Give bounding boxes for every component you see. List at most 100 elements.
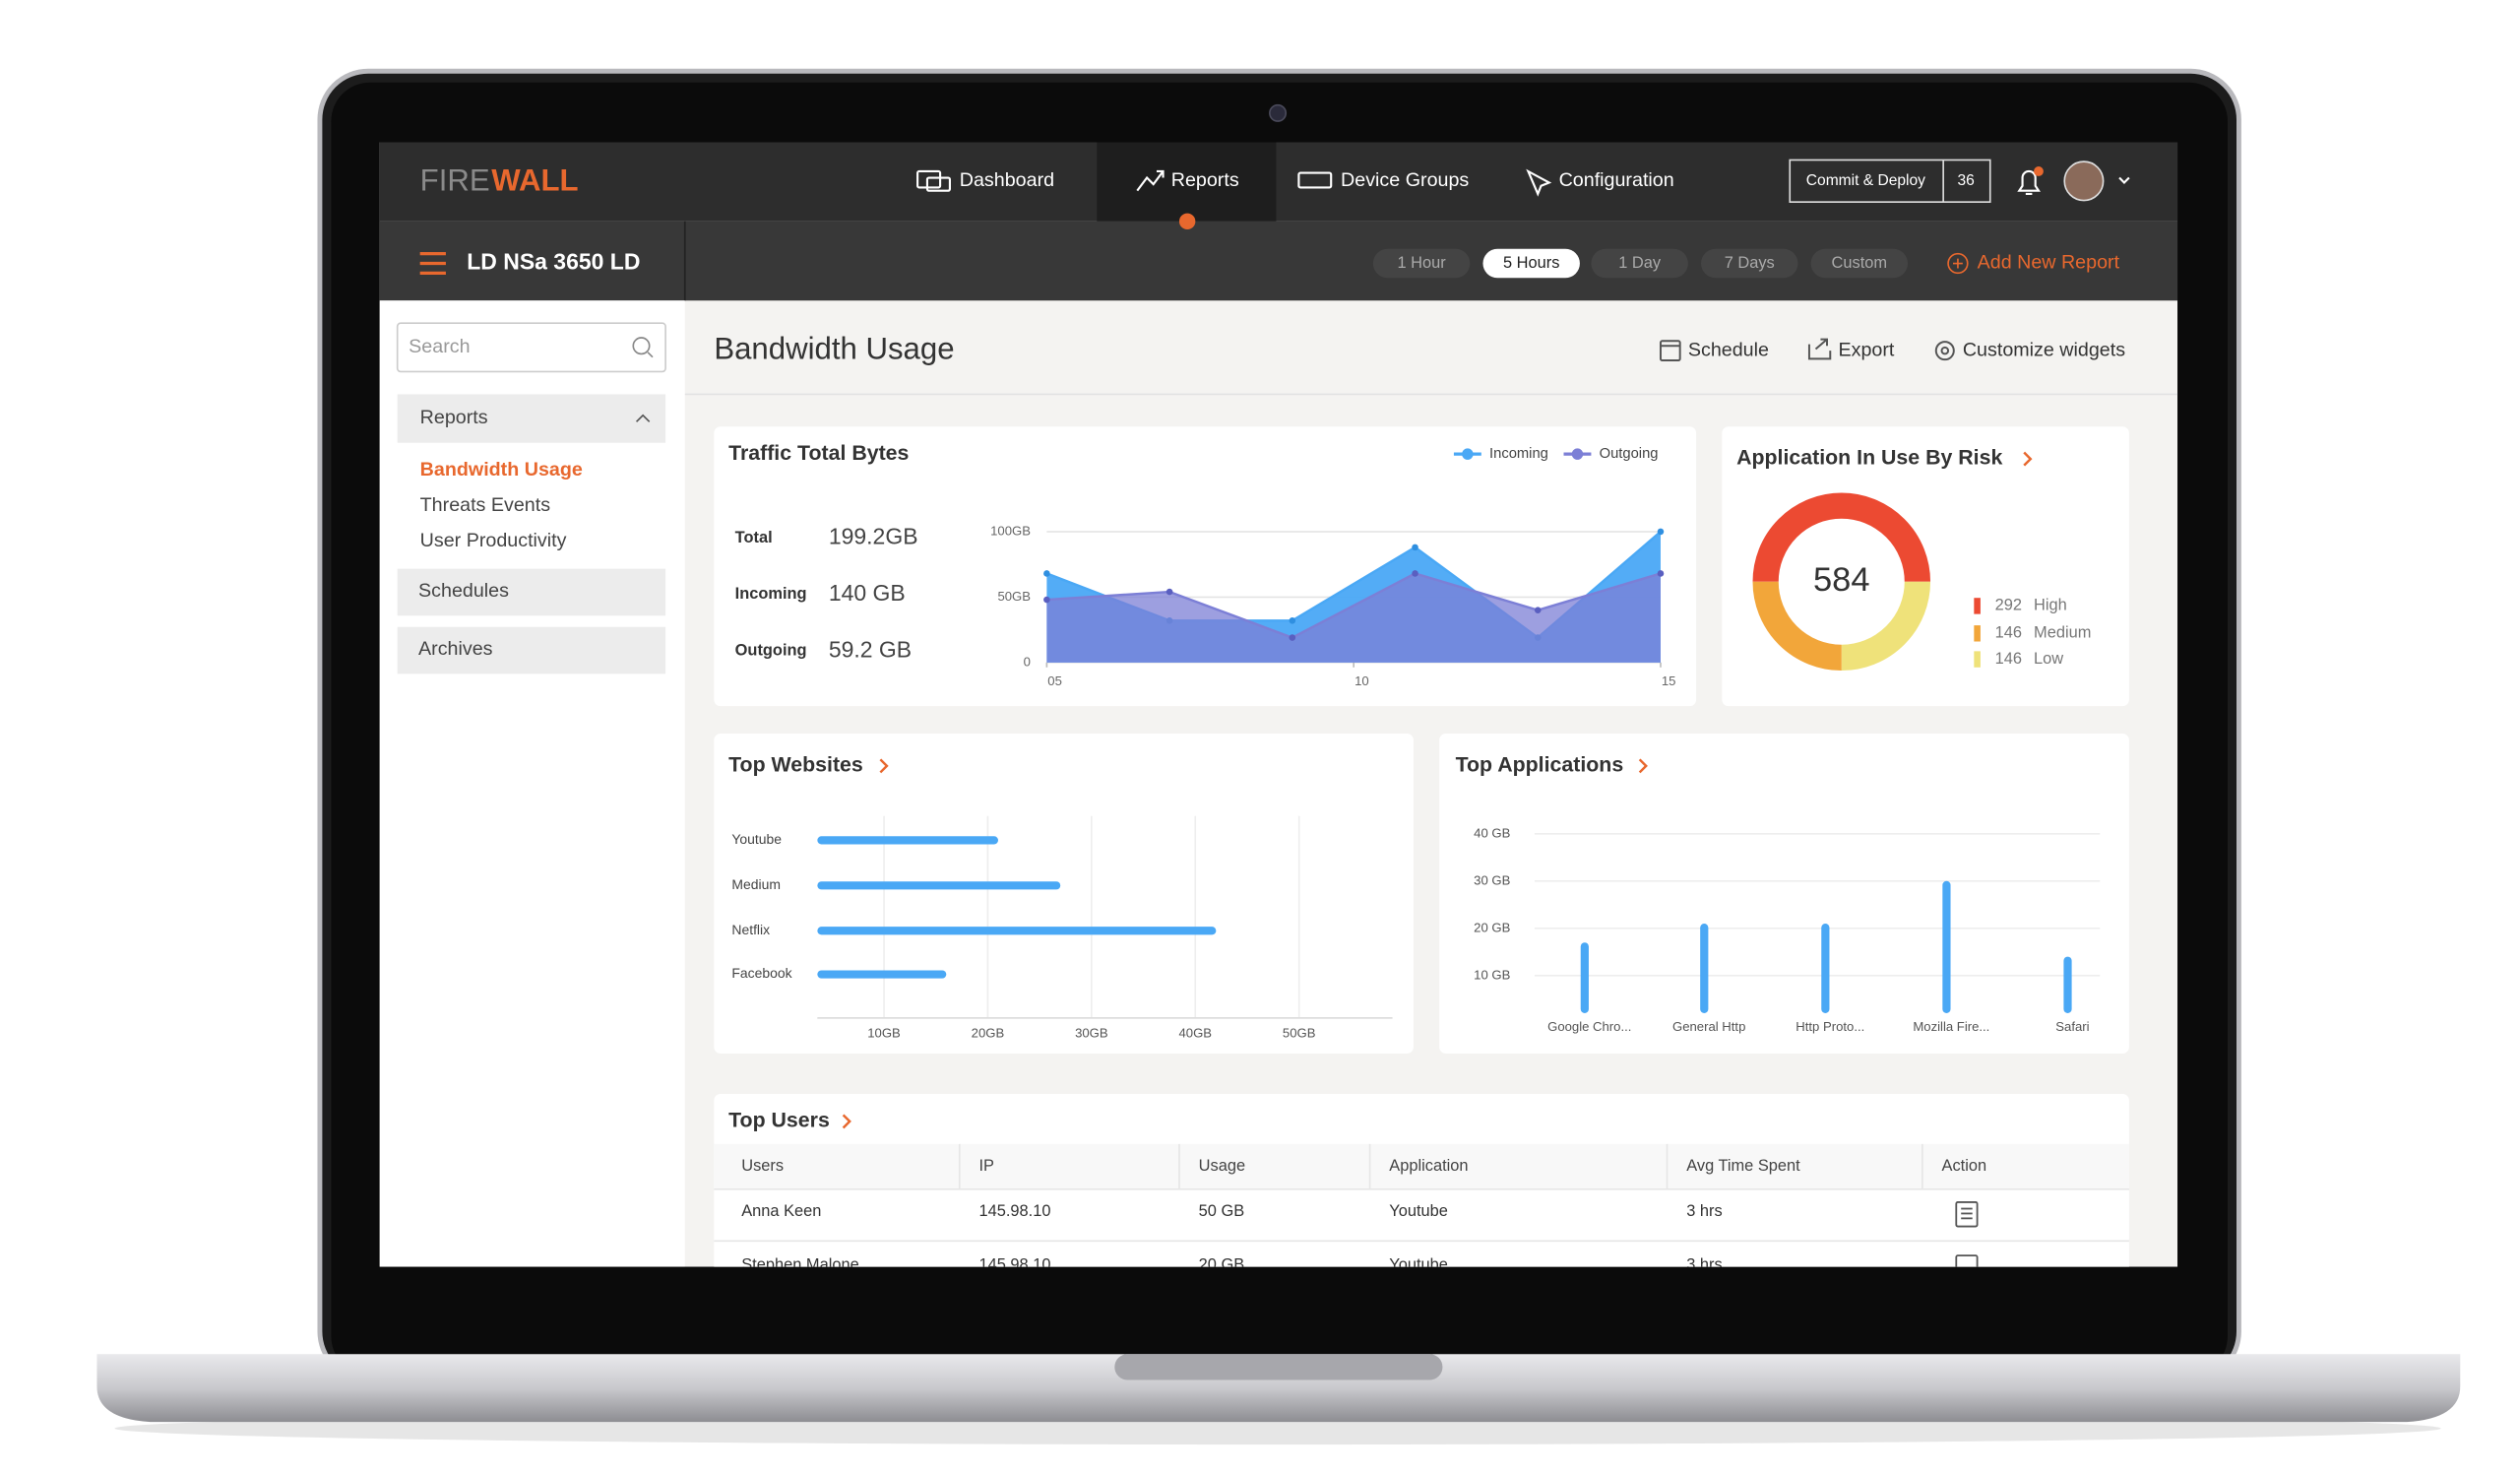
avatar[interactable] — [2063, 160, 2105, 202]
action[interactable]: Customize widgets — [1963, 339, 2125, 360]
time-range-pill[interactable] — [1372, 248, 1471, 279]
time-range-pill[interactable] — [1591, 248, 1688, 279]
category-label: Facebook — [731, 965, 791, 981]
time-range[interactable]: Custom — [1832, 254, 1888, 272]
time-range[interactable]: 1 Hour — [1397, 254, 1446, 272]
card — [1439, 734, 2129, 1054]
laptop-base — [96, 1354, 2461, 1423]
stat-label: Incoming — [735, 585, 807, 603]
section-title[interactable]: Reports — [420, 407, 488, 428]
nav-item[interactable]: Reports — [1171, 169, 1239, 191]
x-tick-label: 15 — [1662, 673, 1676, 688]
action-icon[interactable] — [1955, 1254, 1979, 1280]
table-cell: Anna Keen — [741, 1202, 821, 1220]
category-label: General Http — [1672, 1019, 1745, 1034]
legend-label: Incoming — [1489, 446, 1548, 462]
point — [1412, 544, 1418, 551]
sidebar — [379, 300, 685, 1267]
table-cell: Youtube — [1389, 1202, 1448, 1220]
bar — [817, 970, 947, 979]
table-cell: Youtube — [1389, 1255, 1448, 1273]
point — [1043, 596, 1050, 604]
chevron[interactable] — [1638, 758, 1648, 774]
page-title: Bandwidth Usage — [714, 331, 954, 365]
chevron[interactable] — [879, 758, 889, 774]
sidebar-section[interactable] — [397, 394, 666, 443]
legend-marker — [1974, 625, 1981, 642]
time-range-pill[interactable] — [1810, 248, 1909, 279]
bar — [2063, 956, 2072, 1013]
bar — [1700, 923, 1709, 1013]
category-label: Netflix — [731, 922, 770, 937]
card-title: Top Users — [728, 1109, 830, 1132]
x-tick-label: 50GB — [1283, 1026, 1316, 1041]
x-tick-label: 40GB — [1179, 1026, 1213, 1041]
time-range[interactable]: 7 Days — [1725, 254, 1775, 272]
table-cell: 145.98.10 — [978, 1255, 1050, 1273]
time-range[interactable]: 1 Day — [1618, 254, 1662, 272]
action-icon[interactable] — [1955, 1201, 1979, 1228]
menu-icon[interactable] — [419, 252, 446, 276]
legend-label: Outgoing — [1600, 446, 1659, 462]
x-tick-label: 10GB — [867, 1026, 901, 1041]
search-box[interactable] — [396, 322, 666, 373]
search-icon — [632, 337, 651, 355]
action[interactable]: Schedule — [1688, 339, 1769, 360]
card-title: Top Applications — [1456, 753, 1624, 777]
legend-marker — [1974, 651, 1981, 668]
card-title: Top Websites — [728, 753, 863, 777]
category-label: Google Chro... — [1547, 1019, 1631, 1034]
nav-item[interactable]: Dashboard — [960, 169, 1054, 191]
time-range[interactable]: 5 Hours — [1503, 254, 1559, 272]
column-header: Application — [1389, 1157, 1468, 1175]
point — [1534, 607, 1542, 613]
add-report[interactable]: Add New Report — [1978, 252, 2120, 274]
x-tick-label: 05 — [1047, 673, 1062, 688]
table-cell: 20 GB — [1199, 1255, 1245, 1273]
search-placeholder: Search — [409, 336, 470, 357]
bar — [817, 927, 1217, 935]
point — [1412, 570, 1418, 577]
y-tick-label: 20 GB — [1474, 920, 1510, 934]
y-tick-label: 50GB — [997, 589, 1031, 604]
category-label: Http Proto... — [1796, 1019, 1864, 1034]
section-title[interactable]: Archives — [418, 638, 493, 660]
nav-item[interactable]: Device Groups — [1341, 169, 1469, 191]
nav-link[interactable]: User Productivity — [420, 530, 567, 551]
chevron[interactable] — [2023, 451, 2033, 467]
time-range-pill[interactable] — [1701, 248, 1798, 279]
bar — [817, 881, 1061, 890]
sidebar-section[interactable] — [397, 626, 666, 674]
commit-button-label[interactable]: Commit & Deploy — [1806, 172, 1925, 189]
top-nav — [379, 142, 2178, 222]
legend-label: High — [2034, 597, 2067, 614]
nav-link[interactable]: Threats Events — [420, 494, 551, 516]
commit-count: 36 — [1957, 172, 1974, 189]
table-cell: 50 GB — [1199, 1202, 1245, 1220]
table-cell: 3 hrs — [1686, 1202, 1722, 1220]
nav-item[interactable]: Configuration — [1559, 169, 1674, 191]
bar — [1821, 923, 1830, 1013]
point — [1657, 528, 1665, 536]
point — [1166, 588, 1173, 596]
nav-icons — [916, 168, 2130, 197]
screen: FIRE WALL Dashboard Reports Device Groups Con… — [379, 142, 2178, 1280]
brand: WALL — [491, 163, 578, 198]
sidebar-section[interactable] — [397, 568, 666, 616]
table-cell: 145.98.10 — [978, 1202, 1050, 1220]
category-label: Medium — [731, 876, 781, 892]
section-title[interactable]: Schedules — [418, 580, 509, 602]
nav-link[interactable]: Bandwidth Usage — [420, 459, 583, 481]
point — [1043, 570, 1050, 577]
legend-label: Low — [2034, 650, 2063, 668]
action[interactable]: Export — [1838, 339, 1894, 360]
time-range-pill[interactable] — [1482, 248, 1580, 279]
chevron[interactable] — [842, 1114, 851, 1129]
y-tick-label: 30 GB — [1474, 872, 1510, 887]
commit-button[interactable] — [1789, 159, 1991, 203]
column-header: IP — [978, 1157, 994, 1175]
active-tab[interactable] — [1097, 142, 1277, 222]
add-icon[interactable] — [1947, 252, 1969, 275]
legend-label: Medium — [2034, 624, 2091, 642]
